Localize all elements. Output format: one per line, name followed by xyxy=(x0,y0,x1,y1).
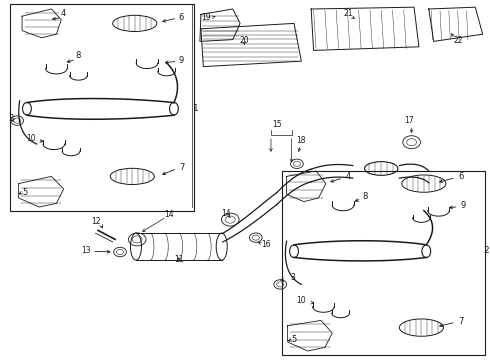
Text: 8: 8 xyxy=(76,51,81,60)
Text: 6: 6 xyxy=(179,13,184,22)
Text: 14: 14 xyxy=(221,208,231,217)
Text: 9: 9 xyxy=(179,56,184,65)
Text: 7: 7 xyxy=(179,163,184,172)
Text: 8: 8 xyxy=(363,192,368,201)
Text: 5: 5 xyxy=(22,188,27,197)
Bar xyxy=(282,171,485,355)
Bar xyxy=(10,4,194,211)
Text: 21: 21 xyxy=(343,9,353,18)
Text: 16: 16 xyxy=(261,240,270,249)
Text: 19: 19 xyxy=(201,13,211,22)
Text: 17: 17 xyxy=(404,116,414,125)
Text: 20: 20 xyxy=(239,36,249,45)
Text: 7: 7 xyxy=(458,317,464,325)
Text: 1: 1 xyxy=(193,104,199,112)
Text: 4: 4 xyxy=(61,9,66,18)
Text: 4: 4 xyxy=(345,172,350,181)
Text: 15: 15 xyxy=(272,120,282,129)
Text: 11: 11 xyxy=(174,255,184,264)
Text: 13: 13 xyxy=(81,246,91,255)
Text: 9: 9 xyxy=(461,201,466,210)
Text: 2: 2 xyxy=(484,246,489,255)
Text: 3: 3 xyxy=(291,273,295,282)
Text: 14: 14 xyxy=(164,210,174,219)
Text: 5: 5 xyxy=(292,335,296,343)
Text: 3: 3 xyxy=(9,114,14,123)
Text: 12: 12 xyxy=(91,217,100,226)
Text: 22: 22 xyxy=(453,36,463,45)
Text: 18: 18 xyxy=(296,136,306,145)
Text: 6: 6 xyxy=(458,172,464,181)
Text: 10: 10 xyxy=(296,296,306,305)
Text: 10: 10 xyxy=(26,134,36,143)
